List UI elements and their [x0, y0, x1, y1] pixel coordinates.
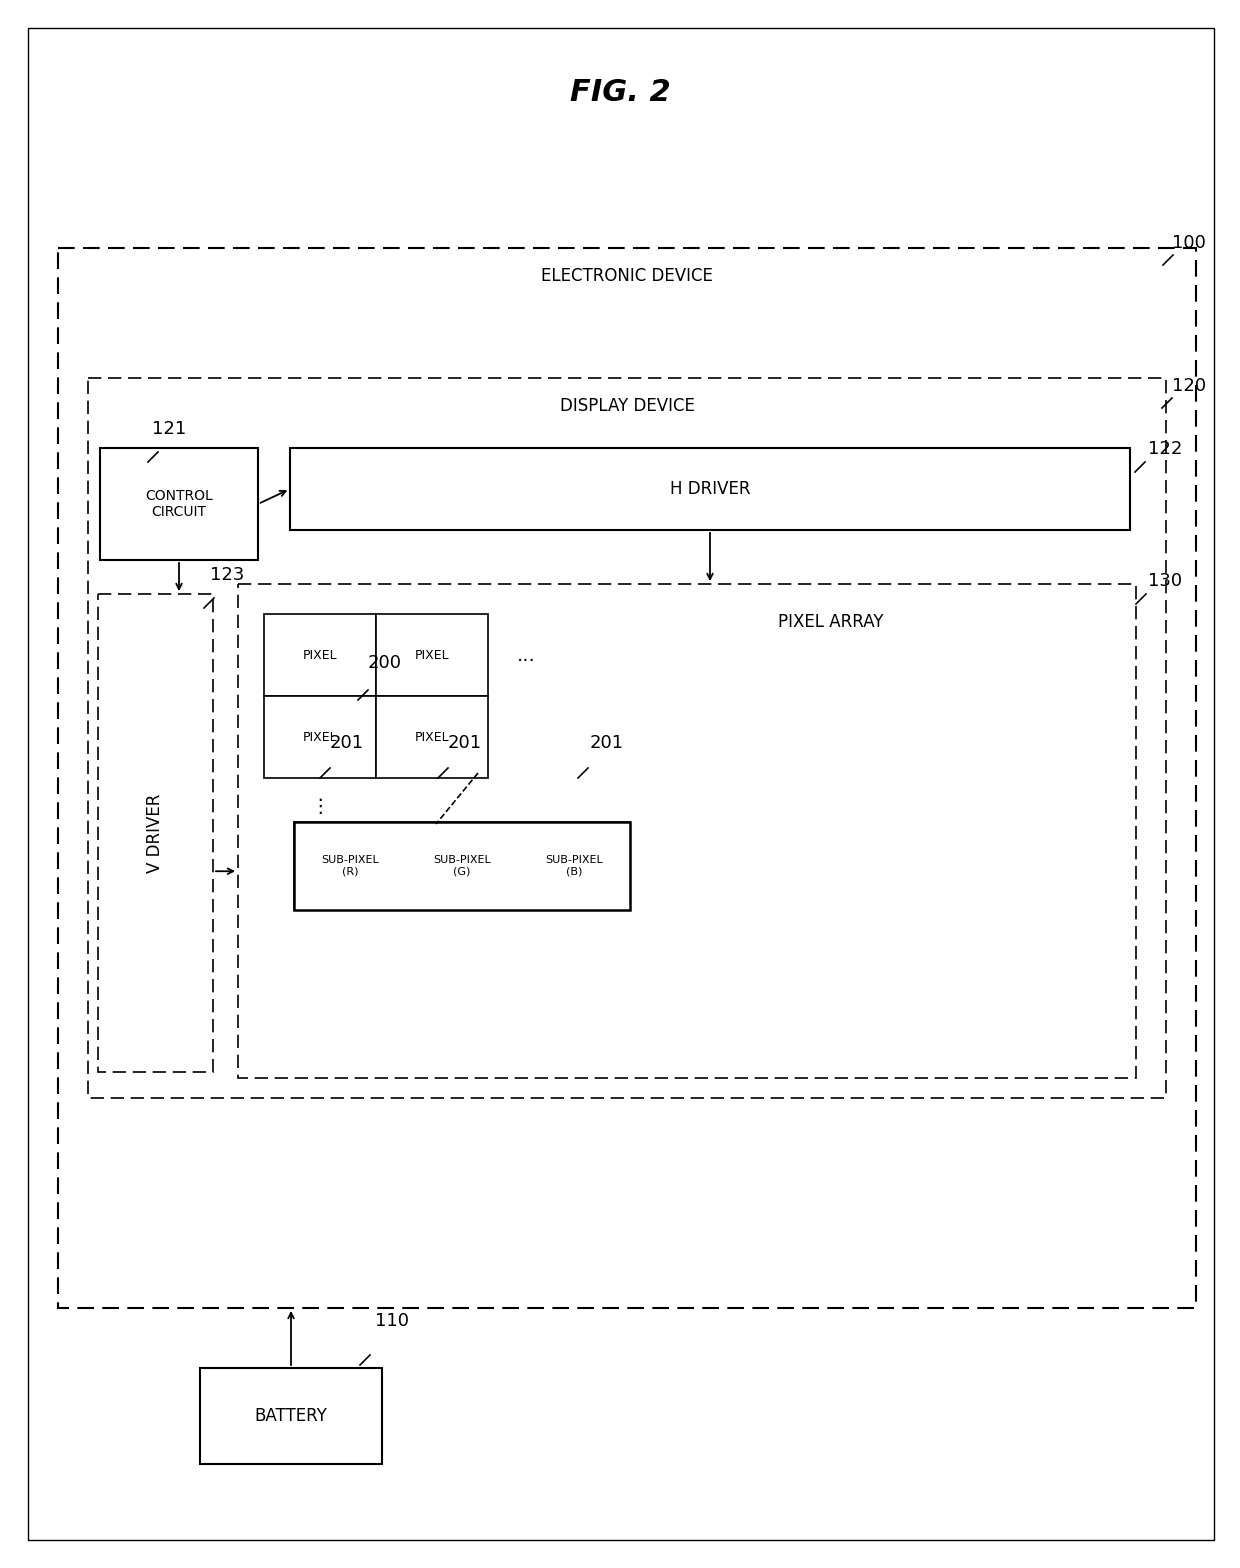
Bar [294, 822, 405, 909]
Bar [200, 1367, 382, 1465]
Bar [58, 248, 1197, 1308]
Text: H DRIVER: H DRIVER [670, 480, 750, 499]
Bar [405, 822, 518, 909]
Text: 121: 121 [153, 420, 186, 437]
Bar [100, 448, 258, 560]
Text: 130: 130 [1148, 572, 1182, 590]
Text: 201: 201 [590, 734, 624, 753]
Text: ⋮: ⋮ [310, 797, 330, 815]
Bar [264, 615, 376, 696]
Text: PIXEL ARRAY: PIXEL ARRAY [777, 613, 883, 630]
Text: ELECTRONIC DEVICE: ELECTRONIC DEVICE [541, 267, 713, 285]
Text: PIXEL: PIXEL [303, 649, 337, 662]
Bar [88, 378, 1166, 1098]
Text: 120: 120 [1172, 376, 1207, 395]
Text: PIXEL: PIXEL [414, 731, 449, 743]
Text: SUB-PIXEL
(G): SUB-PIXEL (G) [433, 855, 491, 877]
Text: 200: 200 [368, 654, 402, 673]
Text: V DRIVER: V DRIVER [146, 793, 165, 873]
Text: 201: 201 [448, 734, 482, 753]
Bar [238, 583, 1136, 1079]
Text: CONTROL
CIRCUIT: CONTROL CIRCUIT [145, 489, 213, 519]
Text: 100: 100 [1172, 234, 1205, 252]
Bar [518, 822, 630, 909]
Text: PIXEL: PIXEL [414, 649, 449, 662]
Bar [290, 448, 1130, 530]
Text: DISPLAY DEVICE: DISPLAY DEVICE [559, 397, 694, 416]
Text: 201: 201 [330, 734, 365, 753]
Bar [264, 696, 376, 778]
Text: 122: 122 [1148, 441, 1183, 458]
Text: ...: ... [517, 646, 536, 665]
Text: FIG. 2: FIG. 2 [569, 77, 671, 107]
Text: PIXEL: PIXEL [303, 731, 337, 743]
Text: SUB-PIXEL
(B): SUB-PIXEL (B) [546, 855, 603, 877]
Text: 110: 110 [374, 1312, 409, 1330]
Bar [376, 615, 489, 696]
Text: 123: 123 [210, 566, 244, 583]
Bar [98, 594, 213, 1073]
Text: BATTERY: BATTERY [254, 1406, 327, 1425]
Bar [376, 696, 489, 778]
Text: SUB-PIXEL
(R): SUB-PIXEL (R) [321, 855, 379, 877]
Bar [294, 822, 630, 909]
